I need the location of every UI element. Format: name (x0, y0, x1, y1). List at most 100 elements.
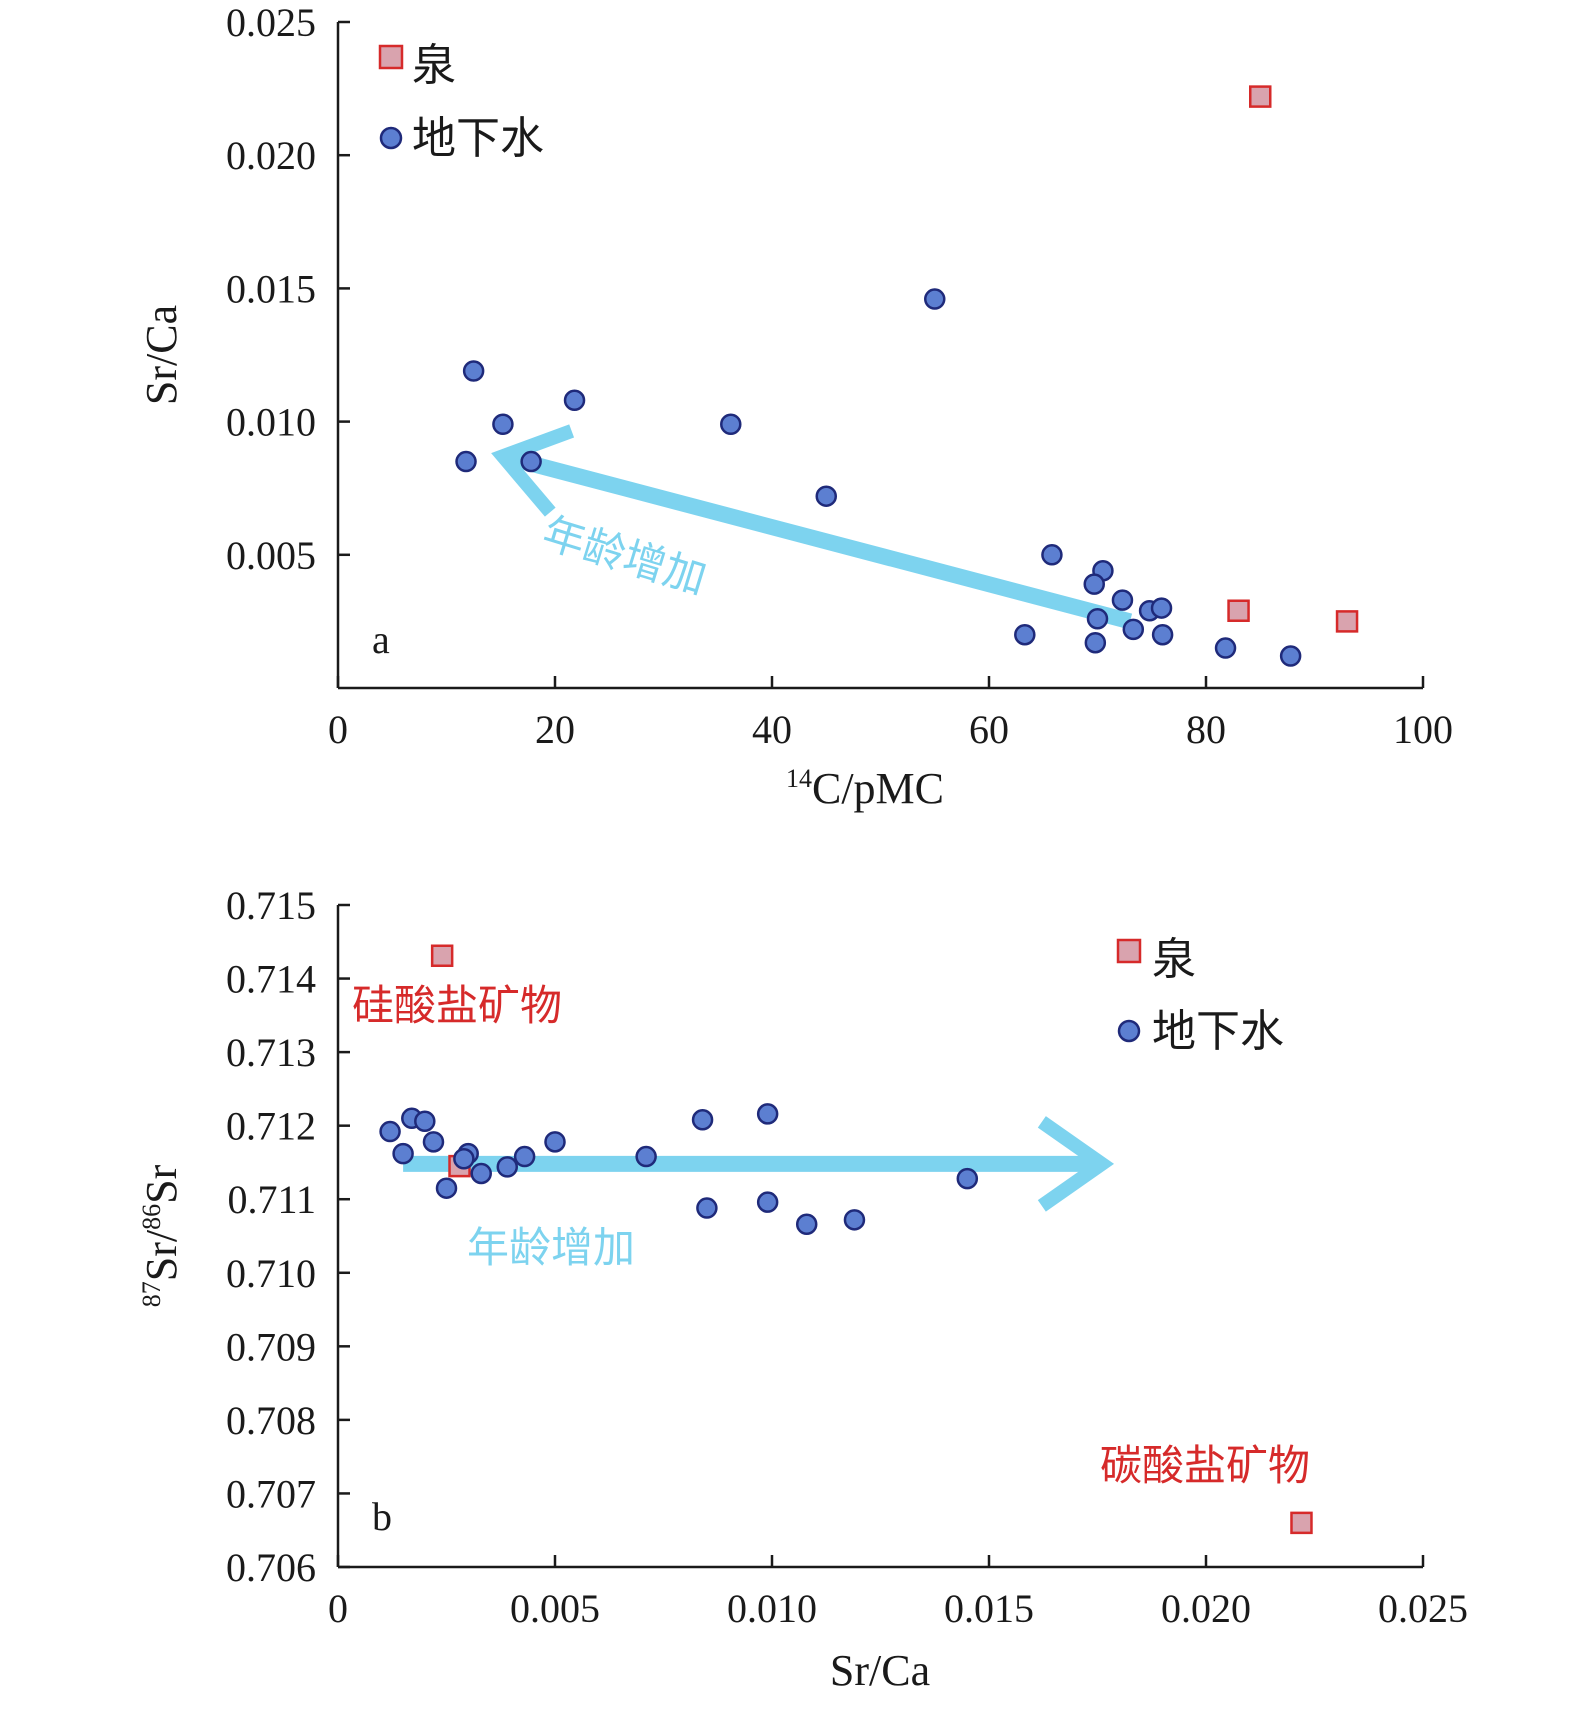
a-groundwater-point (1150, 597, 1173, 619)
a-groundwater-point (462, 360, 485, 382)
a-groundwater-point (563, 389, 586, 412)
b-groundwater-point (691, 1109, 714, 1131)
panel-a-y-ticks: 0.005 0.010 0.015 0.020 0.025 (226, 0, 350, 578)
b-groundwater-point (544, 1131, 566, 1153)
panel-a-x-axis-label: 14C/pMC (786, 764, 944, 813)
a-groundwater-point (1084, 631, 1107, 654)
a-y-tick-label: 0.005 (226, 533, 316, 578)
b-groundwater-point (795, 1213, 818, 1235)
panel-a: 0.005 0.010 0.015 0.020 0.025 0 20 40 60 80 100 年… (137, 0, 1453, 813)
a-spring-point (1335, 610, 1359, 633)
a-groundwater-point (1151, 623, 1174, 646)
panel-b-legend-spring-marker (1116, 938, 1142, 964)
b-groundwater-point (696, 1197, 718, 1219)
a-groundwater-point (1041, 544, 1063, 566)
a-groundwater-point (1083, 573, 1105, 595)
panel-a-x-ticks: 0 20 40 60 80 100 (328, 676, 1453, 752)
b-x-tick-label: 0.015 (944, 1586, 1034, 1631)
panel-a-legend-spring-marker (378, 44, 404, 70)
panel-a-points (455, 85, 1359, 667)
panel-b-y-label-sup1: 87 (137, 1281, 166, 1307)
b-y-tick-label: 0.706 (226, 1545, 316, 1590)
a-x-tick-label: 20 (535, 707, 575, 752)
a-groundwater-point (1279, 645, 1302, 667)
b-x-tick-label: 0.025 (1378, 1586, 1468, 1631)
panel-a-legend-groundwater-marker (379, 126, 403, 150)
panel-a-arrow-shaft (506, 450, 1133, 630)
b-groundwater-point (956, 1167, 979, 1190)
a-y-tick-label: 0.020 (226, 133, 316, 178)
panel-a-legend-spring-label: 泉 (412, 41, 456, 90)
a-groundwater-point (1014, 623, 1036, 646)
panel-b-x-ticks: 0 0.005 0.010 0.015 0.020 0.025 (328, 1555, 1468, 1631)
b-groundwater-point (843, 1209, 866, 1231)
a-y-tick-label: 0.025 (226, 0, 316, 45)
panel-a-y-axis-label: Sr/Ca (137, 305, 186, 405)
panel-b-y-label-sup2: 86 (137, 1204, 166, 1230)
panel-a-arrow-head (491, 424, 575, 517)
a-y-tick-label: 0.015 (226, 266, 316, 311)
panel-b-y-label-mid: Sr/ (137, 1229, 186, 1281)
panel-b-legend: 泉 地下水 (1116, 935, 1284, 1056)
b-groundwater-point (414, 1110, 436, 1133)
b-y-tick-label: 0.715 (226, 883, 316, 928)
panel-a-letter: a (372, 617, 390, 662)
panel-b-legend-groundwater-label: 地下水 (1152, 1007, 1284, 1056)
a-x-tick-label: 40 (752, 707, 792, 752)
b-groundwater-point (635, 1145, 657, 1168)
a-spring-point (1227, 599, 1250, 622)
panel-b-arrow-head (1037, 1116, 1115, 1212)
a-spring-point (1249, 85, 1272, 108)
b-y-tick-label: 0.708 (226, 1398, 316, 1443)
panel-b-carbonate-label: 碳酸盐矿物 (1100, 1441, 1310, 1490)
panel-a-age-arrow (491, 424, 1133, 630)
b-y-tick-label: 0.713 (226, 1030, 316, 1075)
b-groundwater-point (422, 1131, 445, 1153)
b-groundwater-point (392, 1142, 414, 1165)
a-groundwater-point (1111, 589, 1134, 611)
a-x-tick-label: 80 (1186, 707, 1226, 752)
b-groundwater-point (756, 1191, 779, 1213)
b-groundwater-point (756, 1103, 779, 1125)
a-y-tick-label: 0.010 (226, 400, 316, 445)
b-groundwater-point (435, 1177, 458, 1199)
a-x-tick-label: 0 (328, 707, 348, 752)
a-groundwater-point (520, 450, 542, 473)
panel-b-letter: b (372, 1494, 392, 1539)
b-x-tick-label: 0.005 (510, 1586, 600, 1631)
b-groundwater-point (513, 1145, 536, 1168)
panel-b-points (379, 944, 1313, 1535)
a-groundwater-point (455, 450, 477, 473)
b-x-tick-label: 0 (328, 1586, 348, 1631)
panel-a-x-axis-label-main: C/pMC (812, 764, 944, 813)
b-spring-point (430, 944, 454, 968)
panel-b-x-axis-label: Sr/Ca (830, 1646, 930, 1695)
panel-b-legend-spring-label: 泉 (1152, 935, 1196, 984)
b-y-tick-label: 0.711 (227, 1177, 316, 1222)
a-groundwater-point (492, 413, 514, 436)
b-x-tick-label: 0.010 (727, 1586, 817, 1631)
b-y-tick-label: 0.712 (226, 1104, 316, 1149)
a-groundwater-point (720, 413, 742, 436)
a-groundwater-point (1122, 618, 1145, 641)
b-y-tick-label: 0.714 (226, 957, 316, 1002)
panel-b-silicate-label: 硅酸盐矿物 (352, 981, 562, 1030)
a-groundwater-point (815, 485, 837, 507)
a-groundwater-point (924, 288, 946, 310)
b-groundwater-point (470, 1162, 492, 1185)
b-groundwater-point (496, 1156, 519, 1178)
a-x-tick-label: 60 (969, 707, 1009, 752)
panel-b-legend-groundwater-marker (1117, 1019, 1141, 1043)
panel-a-legend: 泉 地下水 (378, 41, 544, 163)
panel-b: 0.706 0.707 0.708 0.709 0.710 0.711 0.712 0.713… (137, 883, 1468, 1695)
panel-b-y-ticks: 0.706 0.707 0.708 0.709 0.710 0.711 0.712 0.713… (226, 883, 350, 1590)
panel-a-age-label: 年龄增加 (537, 508, 712, 604)
a-x-tick-label: 100 (1393, 707, 1453, 752)
b-groundwater-point (453, 1148, 475, 1170)
a-groundwater-point (1214, 637, 1237, 659)
b-y-tick-label: 0.709 (226, 1324, 316, 1369)
a-groundwater-point (1086, 607, 1109, 630)
b-y-tick-label: 0.707 (226, 1471, 316, 1516)
panel-a-x-axis-label-sup: 14 (786, 764, 812, 793)
